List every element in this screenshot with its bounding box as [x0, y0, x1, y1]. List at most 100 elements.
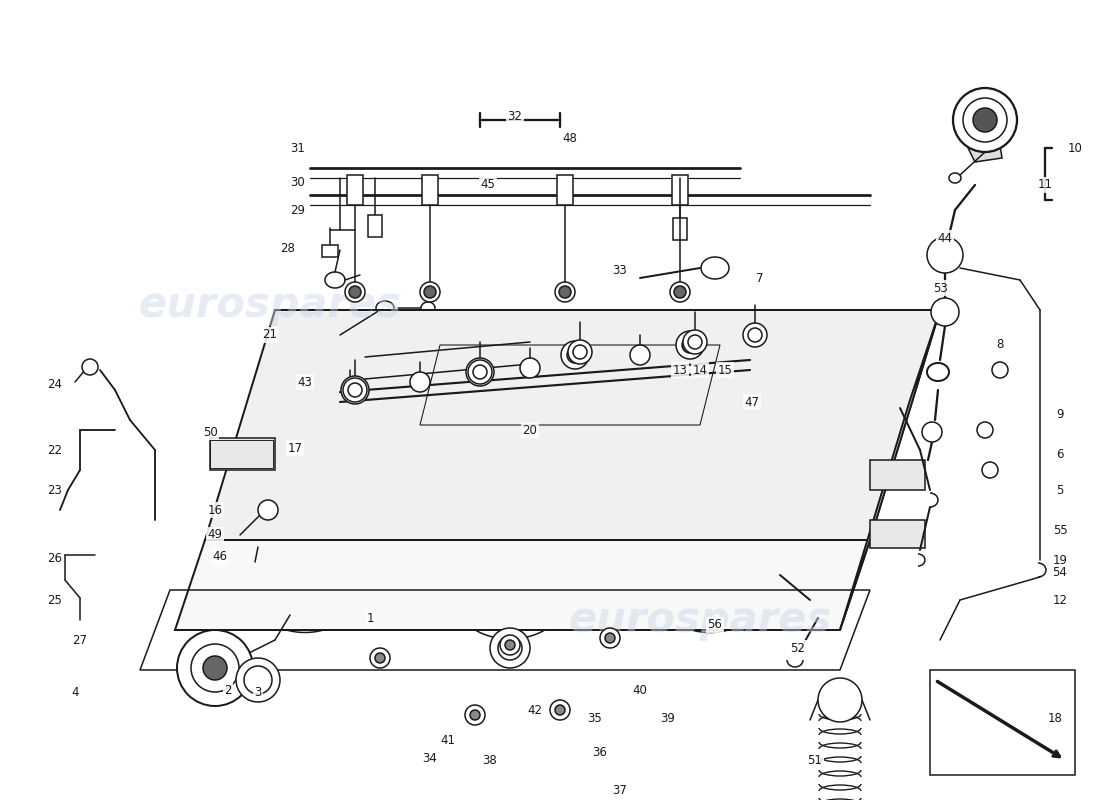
Text: 3: 3: [254, 686, 262, 698]
Text: 7: 7: [757, 271, 763, 285]
Text: 49: 49: [208, 529, 222, 542]
Circle shape: [349, 286, 361, 298]
Text: 8: 8: [997, 338, 1003, 351]
Circle shape: [177, 630, 253, 706]
Circle shape: [370, 648, 390, 668]
Text: 34: 34: [422, 751, 438, 765]
Text: 33: 33: [613, 263, 627, 277]
Circle shape: [982, 462, 998, 478]
Text: 47: 47: [745, 395, 759, 409]
Circle shape: [931, 298, 959, 326]
Circle shape: [375, 653, 385, 663]
Circle shape: [82, 359, 98, 375]
Text: 56: 56: [707, 618, 723, 631]
Bar: [422, 175, 438, 205]
Text: 45: 45: [481, 178, 495, 191]
Circle shape: [682, 337, 698, 353]
Circle shape: [258, 500, 278, 520]
Circle shape: [676, 331, 704, 359]
Circle shape: [683, 330, 707, 354]
Polygon shape: [175, 540, 870, 630]
Circle shape: [465, 705, 485, 725]
Circle shape: [670, 282, 690, 302]
Text: 38: 38: [483, 754, 497, 766]
Text: 13: 13: [672, 363, 688, 377]
Circle shape: [410, 372, 430, 392]
Text: 32: 32: [507, 110, 522, 122]
Bar: [673, 218, 688, 240]
Text: 5: 5: [1056, 483, 1064, 497]
Text: 20: 20: [522, 423, 538, 437]
Bar: [210, 438, 275, 470]
Circle shape: [556, 282, 575, 302]
Circle shape: [468, 360, 492, 384]
Circle shape: [742, 323, 767, 347]
Text: 37: 37: [613, 783, 627, 797]
Circle shape: [500, 635, 520, 655]
Bar: [930, 670, 1075, 775]
Text: 40: 40: [632, 683, 648, 697]
Circle shape: [191, 644, 239, 692]
Text: 23: 23: [47, 483, 63, 497]
Text: 9: 9: [1056, 409, 1064, 422]
Circle shape: [244, 666, 272, 694]
Circle shape: [420, 282, 440, 302]
Text: 36: 36: [593, 746, 607, 759]
Text: 17: 17: [287, 442, 303, 454]
Bar: [870, 520, 925, 548]
Circle shape: [568, 340, 592, 364]
Text: 27: 27: [73, 634, 88, 646]
Text: 15: 15: [717, 363, 733, 377]
Bar: [870, 460, 925, 490]
Text: 19: 19: [1053, 554, 1067, 566]
Circle shape: [341, 376, 368, 404]
Text: 42: 42: [528, 703, 542, 717]
Polygon shape: [205, 310, 941, 540]
Text: 31: 31: [290, 142, 306, 154]
Text: 24: 24: [47, 378, 63, 391]
Circle shape: [600, 628, 620, 648]
Circle shape: [630, 345, 650, 365]
Circle shape: [559, 286, 571, 298]
Text: 30: 30: [290, 175, 306, 189]
Text: 39: 39: [661, 711, 675, 725]
Circle shape: [556, 705, 565, 715]
Circle shape: [348, 383, 362, 397]
Text: 21: 21: [263, 329, 277, 342]
Text: 29: 29: [290, 203, 306, 217]
Circle shape: [498, 636, 522, 660]
Text: 46: 46: [212, 550, 228, 563]
Polygon shape: [840, 310, 940, 630]
Bar: [322, 245, 338, 257]
Text: 1: 1: [366, 611, 374, 625]
Text: 35: 35: [587, 711, 603, 725]
Circle shape: [490, 628, 530, 668]
Circle shape: [566, 347, 583, 363]
Circle shape: [236, 658, 280, 702]
Text: 2: 2: [224, 683, 232, 697]
Circle shape: [346, 382, 363, 398]
Circle shape: [977, 422, 993, 438]
Circle shape: [818, 678, 862, 722]
Text: 14: 14: [693, 363, 707, 377]
Circle shape: [343, 378, 367, 402]
Circle shape: [953, 88, 1018, 152]
Circle shape: [345, 282, 365, 302]
Circle shape: [992, 362, 1008, 378]
Circle shape: [466, 358, 494, 386]
Text: 16: 16: [208, 503, 222, 517]
Text: 26: 26: [47, 551, 63, 565]
Text: 6: 6: [1056, 449, 1064, 462]
Circle shape: [674, 286, 686, 298]
Circle shape: [962, 98, 1006, 142]
Bar: [557, 175, 573, 205]
Text: 41: 41: [440, 734, 455, 746]
Text: 25: 25: [47, 594, 63, 606]
Text: 11: 11: [1037, 178, 1053, 191]
Bar: [672, 175, 688, 205]
Text: 10: 10: [1068, 142, 1082, 154]
Circle shape: [472, 364, 488, 380]
Text: 12: 12: [1053, 594, 1067, 606]
Circle shape: [520, 358, 540, 378]
Circle shape: [748, 328, 762, 342]
